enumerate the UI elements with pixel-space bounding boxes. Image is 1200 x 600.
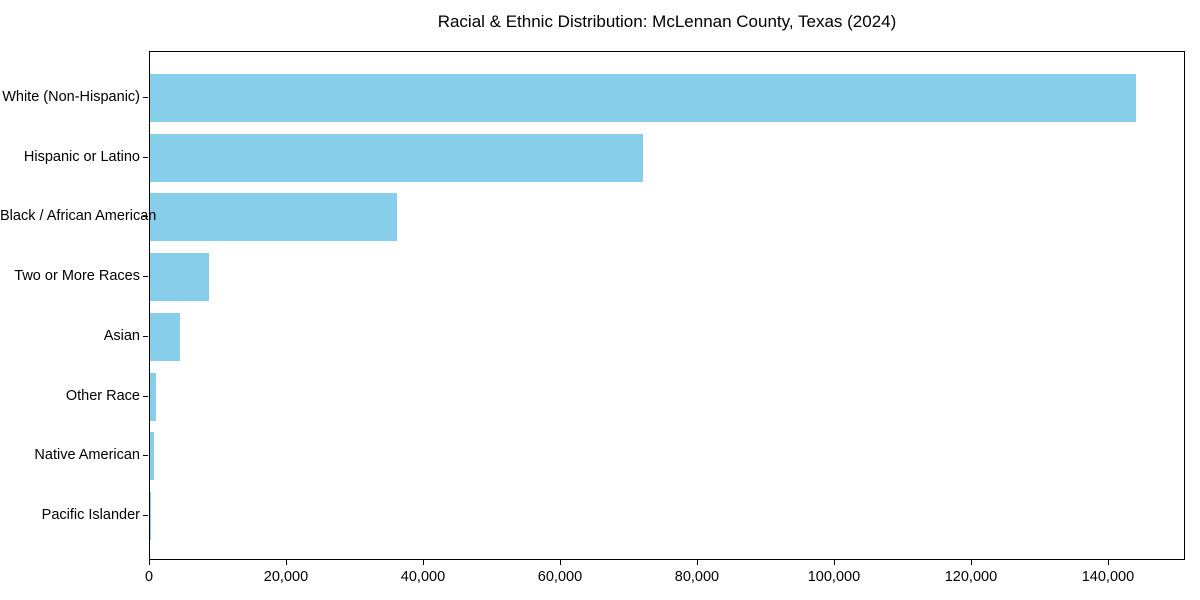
x-axis-tick-label: 40,000: [400, 569, 446, 585]
x-axis-tick-label: 0: [144, 569, 154, 585]
x-axis-tick-label: 100,000: [807, 569, 861, 585]
x-axis-tick: [1107, 560, 1109, 565]
y-axis-label: White (Non-Hispanic): [2, 89, 140, 105]
x-axis-tick: [559, 560, 561, 565]
y-axis-label: Native American: [34, 447, 140, 464]
x-axis-tick-label: 120,000: [944, 569, 998, 585]
y-axis-tick: [143, 276, 148, 278]
y-axis-label: Pacific Islander: [41, 506, 140, 523]
y-axis-tick: [143, 395, 148, 397]
y-axis-tick: [143, 455, 148, 457]
x-axis-tick: [422, 560, 424, 565]
x-axis-tick-label: 20,000: [263, 569, 309, 585]
x-axis-tick: [696, 560, 698, 565]
y-axis-label: Two or More Races: [14, 268, 140, 285]
bar-asian: [150, 312, 181, 361]
y-axis-label: Black / African American: [0, 208, 157, 225]
chart-title: Racial & Ethnic Distribution: McLennan C…: [437, 12, 897, 31]
x-axis-tick: [149, 560, 150, 565]
x-axis-tick-label: 80,000: [674, 569, 720, 585]
y-axis-tick: [143, 156, 148, 158]
x-axis-tick: [285, 560, 287, 565]
y-axis-tick: [143, 216, 148, 218]
bar-native-american: [150, 432, 154, 481]
y-axis-label: Other Race: [65, 387, 140, 404]
bar-pacific-islander: [150, 491, 151, 540]
x-axis-tick-label: 60,000: [537, 569, 583, 585]
x-axis-tick: [833, 560, 835, 565]
bar-two-or-more-races: [150, 253, 209, 302]
bar-hispanic-or-latino: [150, 133, 644, 182]
y-axis-label: Hispanic or Latino: [23, 148, 140, 165]
plot-area: [149, 51, 1185, 560]
bar-black-african-american: [150, 193, 397, 242]
y-axis-tick: [143, 335, 148, 337]
y-axis-tick: [143, 514, 148, 516]
x-axis-tick-label: 140,000: [1081, 569, 1135, 585]
y-axis-label: Asian: [103, 327, 140, 344]
bar-white-non-hispanic: [150, 74, 1137, 122]
bar-other-race: [150, 372, 156, 421]
x-axis-tick: [970, 560, 972, 565]
y-axis-tick: [143, 97, 148, 98]
